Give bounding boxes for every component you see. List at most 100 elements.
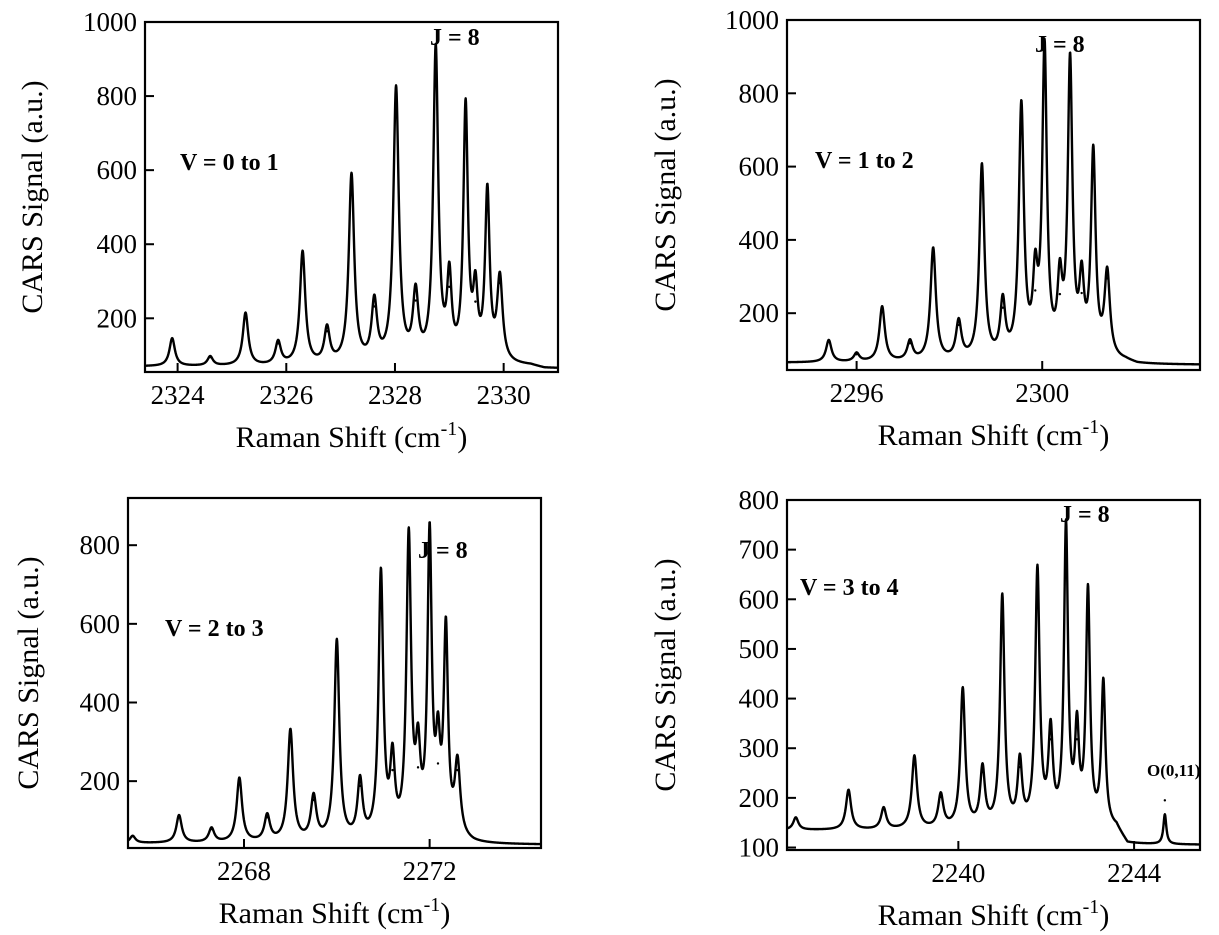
spectrum-trace [787,518,1200,846]
y-tick-label: 800 [80,530,121,560]
peak-annotation: J = 8 [1060,502,1110,528]
peak-point [1092,158,1095,161]
y-tick-label: 400 [739,225,780,255]
peak-point [209,355,212,359]
y-tick-label: 400 [739,684,780,714]
y-tick-label: 800 [739,78,780,108]
peak-point [1064,531,1068,534]
peak-point [961,689,964,693]
peak-point [794,816,797,819]
spectrum-trace [145,42,558,369]
spectrum-trace [128,521,541,846]
peak-point [456,768,459,772]
x-tick-label: 2296 [830,378,884,408]
peak-point [170,337,174,340]
plot-frame [143,20,560,374]
peak-annotation: J = 8 [1035,32,1085,58]
x-axis-label: Raman Shift (cm-1) [878,416,1110,452]
peak-point [855,353,858,356]
peak-annotation: J = 8 [418,538,468,564]
peak-point [428,543,431,547]
panel-v2-to-3: 200 400 600 800 2268 2272 V = 2 to 3 J = 8 Raman… [12,496,543,930]
peak-point [847,789,850,792]
peak-point [325,330,329,333]
x-tick-label: 2268 [217,856,271,886]
x-axis-label: Raman Shift (cm-1) [236,418,468,454]
y-tick-label: 400 [97,229,138,259]
x-tick-label: 2240 [931,858,985,888]
y-tick-label: 200 [739,298,780,328]
x-tick-label: 2326 [259,380,313,410]
panel-v0-to-1: 200 400 600 800 1000 2324 2326 2328 2330 V = 0 to… [16,7,560,454]
peak-point [276,342,280,345]
y-tick-label: 200 [80,766,121,796]
peak-point [266,816,269,819]
y-tick-label: 200 [739,783,780,813]
y-tick-label: 600 [80,609,121,639]
peak-point [1018,765,1022,769]
band-annotation: V = 2 to 3 [165,616,264,642]
y-axis-label: CARS Signal (a.u.) [649,558,682,791]
peak-point [210,827,213,831]
y-tick-label: 600 [97,155,138,185]
peak-point [1001,306,1004,309]
peak-point [416,766,420,769]
x-axis-label: Raman Shift (cm-1) [878,896,1110,932]
peak-point [312,798,315,802]
peak-point [335,642,339,645]
peak-point [474,300,477,303]
band-annotation: V = 3 to 4 [800,575,899,601]
x-axis-label-sup: -1 [1083,416,1100,438]
y-tick-label: 400 [80,687,121,717]
peak-point [939,795,942,799]
peak-point [1086,595,1090,599]
peak-point [1034,289,1037,292]
peak-point [1068,68,1072,71]
x-axis-label-close: ) [457,421,467,454]
y-tick-label: 600 [739,152,780,182]
peak-point [414,299,417,302]
peak-annotation: J = 8 [430,25,480,51]
plot-frame [785,498,1202,852]
peak-point [434,52,437,55]
peak-point [373,305,376,308]
peak-point [827,339,830,342]
peak-point [301,252,304,255]
y-tick-label: 200 [97,303,138,333]
peak-point [1043,55,1046,58]
y-tick-label: 700 [739,535,780,565]
y-tick-label: 800 [739,485,780,515]
peak-point [957,323,960,327]
peak-point [379,577,383,580]
peak-point [131,835,134,838]
peak-point [244,312,247,316]
peak-point [238,777,241,781]
peak-point [1036,573,1039,576]
peak-point [1049,738,1052,741]
peak-point [908,342,912,345]
x-axis-label-close: ) [440,897,450,930]
x-tick-label: 2328 [368,380,422,410]
peak-point [289,730,292,734]
peak-point [931,248,935,252]
peak-point [1102,684,1105,688]
y-tick-label: 500 [739,634,780,664]
x-axis-label-text: Raman Shift (cm [878,419,1083,452]
y-axis-label: CARS Signal (a.u.) [649,78,682,311]
x-tick-label: 2272 [403,856,457,886]
peak-point [1075,738,1079,741]
peak-point [981,770,984,774]
panel-v1-to-2: 200 400 600 800 1000 2296 2300 V = 1 to 2 J = 8 R… [649,5,1202,452]
x-tick-label: 2300 [1015,378,1069,408]
x-axis-label-sup: -1 [1083,896,1100,918]
y-tick-label: 100 [739,833,780,863]
y-tick-label: 300 [739,733,780,763]
band-annotation: V = 1 to 2 [815,148,914,174]
peak-point [358,784,362,788]
x-tick-label: 2324 [151,380,206,410]
extra-annotation: O(0,11) [1147,761,1200,780]
peak-point [177,814,181,817]
peak-point [1020,110,1023,113]
peak-point [407,543,410,547]
